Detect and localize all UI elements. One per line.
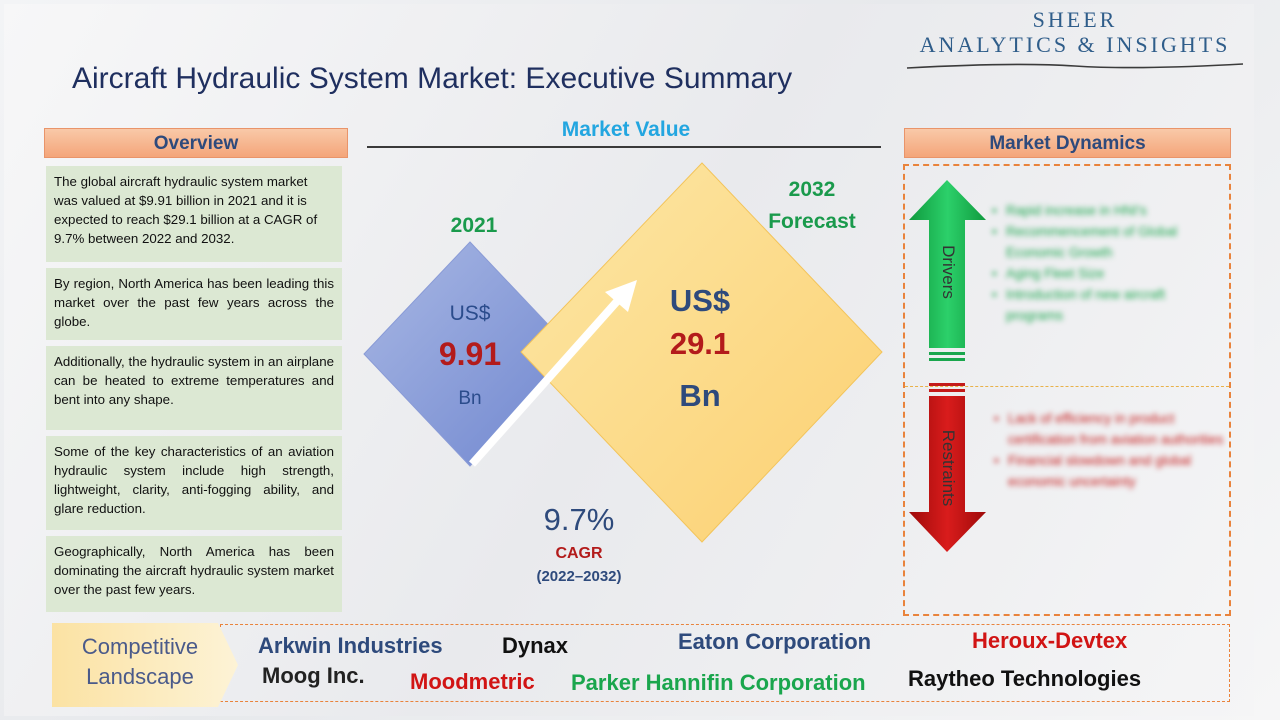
driver-item: Recommencement of Global Economic Growth <box>992 221 1222 263</box>
company-name: Raytheo Technologies <box>908 666 1142 691</box>
overview-paragraph: By region, North America has been leadin… <box>46 268 342 340</box>
restraint-item: Financial slowdown and global economic u… <box>994 450 1224 492</box>
year-2021-label: 2021 <box>450 214 498 237</box>
market-value-title: Market Value <box>561 118 691 141</box>
drivers-arrow-icon <box>909 180 986 361</box>
dynamics-divider <box>905 386 1229 387</box>
overview-paragraph: Some of the key characteristics of an av… <box>46 436 342 530</box>
market-value-divider <box>367 146 881 148</box>
restraint-item: Lack of efficiency in product certificat… <box>994 408 1224 450</box>
competitive-landscape-chevron <box>52 623 238 707</box>
company-name: Parker Hannifin Corporation <box>571 670 866 695</box>
company-name: Moodmetric <box>410 669 535 694</box>
restraints-label: Restraints <box>939 429 958 507</box>
company-name: Moog Inc. <box>262 663 365 688</box>
value-2021-currency: US$ <box>449 302 491 325</box>
restraints-list: Lack of efficiency in product certificat… <box>994 408 1224 492</box>
drivers-label: Drivers <box>939 245 958 299</box>
logo-line-2: ANALYTICS & INSIGHTS <box>919 32 1231 57</box>
market-dynamics-header: Market Dynamics <box>904 128 1231 158</box>
driver-item: Rapid increase in HNI's <box>992 200 1222 221</box>
restraints-arrow-icon <box>909 383 986 552</box>
value-2032-amount: 29.1 <box>669 326 731 361</box>
overview-paragraph: The global aircraft hydraulic system mar… <box>46 166 342 262</box>
value-2032-currency: US$ <box>669 283 731 318</box>
cagr-value: 9.7% <box>543 502 615 537</box>
value-2021-amount: 9.91 <box>438 336 502 372</box>
company-name: Eaton Corporation <box>678 629 872 654</box>
overview-paragraph: Additionally, the hydraulic system in an… <box>46 346 342 430</box>
logo-line-1: SHEER <box>1032 7 1118 32</box>
competitive-landscape-label: Competitive Landscape <box>81 634 199 689</box>
company-logo: SHEER ANALYTICS & INSIGHTS <box>905 7 1245 69</box>
logo-swoosh-icon <box>906 63 1244 69</box>
overview-header: Overview <box>44 128 348 158</box>
driver-item: Aging Fleet Size <box>992 263 1222 284</box>
page-title: Aircraft Hydraulic System Market: Execut… <box>72 62 793 95</box>
company-name: Dynax <box>502 633 569 658</box>
company-name: Heroux-Devtex <box>972 628 1128 653</box>
value-2032-unit: Bn <box>679 378 721 413</box>
driver-item: Introduction of new aircraft programs <box>992 284 1222 326</box>
diamond-2032 <box>520 162 883 543</box>
cagr-range: (2022–2032) <box>536 568 622 585</box>
year-2032-label: 2032 Forecast <box>768 178 856 233</box>
growth-arrow-icon <box>469 280 637 467</box>
drivers-list: Rapid increase in HNI's Recommencement o… <box>992 200 1222 326</box>
market-dynamics-panel <box>903 164 1231 616</box>
cagr-label: CAGR <box>555 545 603 562</box>
company-name: Arkwin Industries <box>258 633 443 658</box>
value-2021-unit: Bn <box>458 388 482 409</box>
overview-paragraph: Geographically, North America has been d… <box>46 536 342 612</box>
